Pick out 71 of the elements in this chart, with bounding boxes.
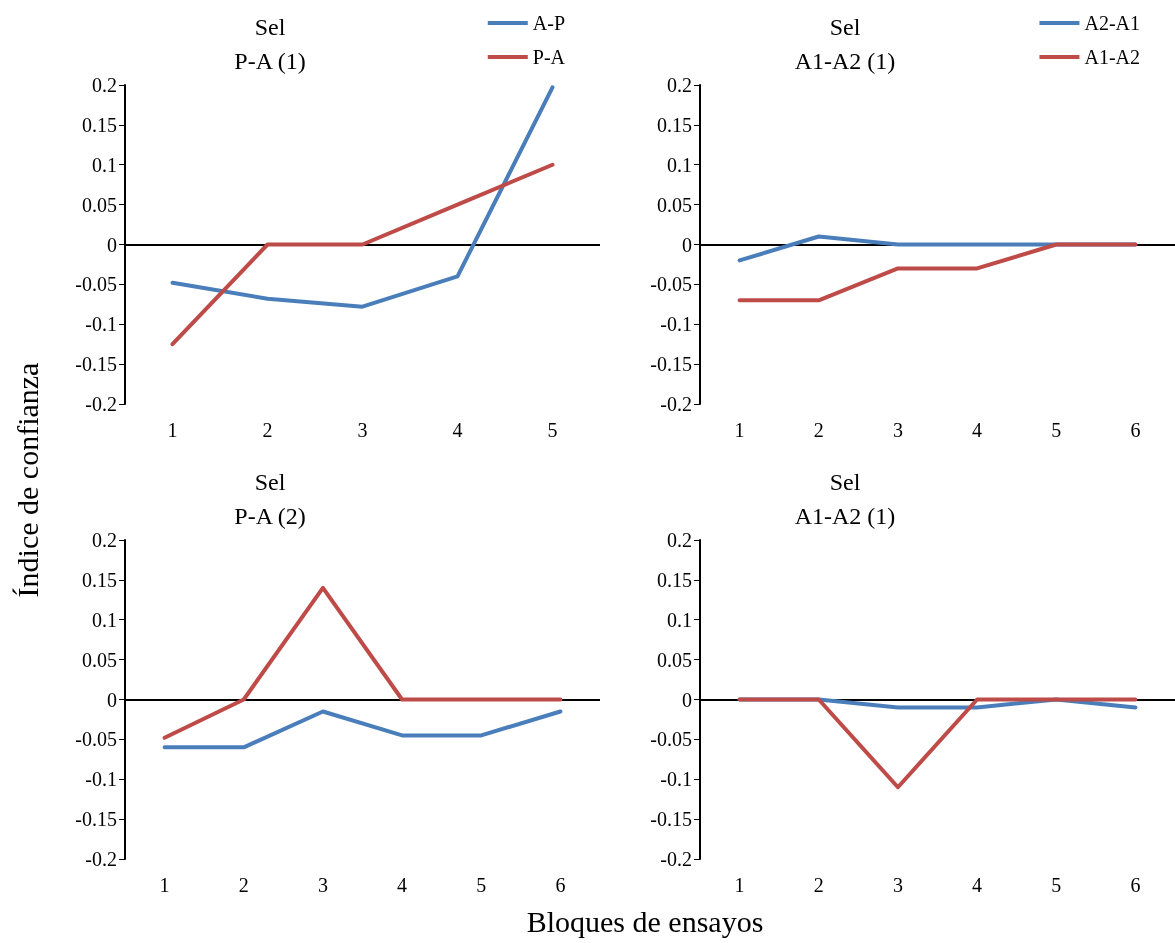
x-tick-label: 5 [547,419,558,441]
y-tick-label: 0.2 [92,529,117,551]
x-tick-label: 6 [1130,874,1141,896]
x-tick-label: 3 [892,874,903,896]
y-tick-label: 0.05 [82,193,117,216]
y-tick-label: -0.15 [75,353,117,376]
y-tick-label: 0.15 [657,568,692,591]
x-tick-label: 4 [452,419,463,441]
chart-title: Sel A1-A2 (1) [794,469,896,529]
y-tick-label: -0.15 [650,808,692,831]
y-tick-label: 0 [107,688,117,711]
x-tick-label: 3 [357,419,368,441]
y-tick-label: -0.2 [660,848,692,870]
x-tick-label: 1 [734,874,745,896]
x-tick-label: 4 [972,874,983,896]
y-tick-label: 0.2 [667,74,692,96]
x-tick-label: 1 [159,874,170,896]
y-tick-label: 0.15 [657,113,692,136]
x-tick-label: 5 [1051,419,1062,441]
y-tick-label: -0.05 [650,728,692,751]
y-tick-label: -0.05 [75,728,117,751]
y-tick-label: 0 [107,233,117,256]
x-tick-label: 3 [892,419,903,441]
x-tick-label: 1 [734,419,745,441]
line-series [170,85,555,309]
y-tick-label: -0.05 [75,273,117,296]
y-tick-label: 0.1 [92,153,117,176]
x-tick-label: 6 [1130,419,1141,441]
y-tick-label: 0 [682,233,692,256]
y-tick-label: 0.1 [667,153,692,176]
y-tick-label: 0.15 [82,568,117,591]
x-tick-label: 3 [317,874,328,896]
legend-label: P-A [532,46,566,68]
chart-title: Sel A1-A2 (1) [794,14,896,74]
y-tick-label: 0.1 [667,608,692,631]
line-series [170,162,555,347]
x-tick-label: 5 [476,874,487,896]
x-tick-label: 1 [167,419,178,441]
legend-label: A2-A1 [1084,12,1140,34]
y-tick-label: 0.05 [657,193,692,216]
y-tick-label: -0.1 [660,768,692,791]
y-tick-label: 0.15 [82,113,117,136]
y-tick-label: 0 [682,688,692,711]
y-tick-label: -0.05 [650,273,692,296]
legend-label: A-P [532,12,566,34]
x-tick-label: 5 [1051,874,1062,896]
x-tick-label: 2 [813,874,824,896]
y-tick-label: 0.1 [92,608,117,631]
x-axis-title: Bloques de ensayos [526,905,764,939]
y-tick-label: -0.1 [85,768,117,791]
y-tick-label: -0.2 [85,393,117,415]
x-tick-label: 4 [397,874,408,896]
x-tick-label: 4 [972,419,983,441]
x-tick-label: 2 [238,874,249,896]
y-tick-label: -0.1 [85,313,117,336]
x-tick-label: 2 [813,419,824,441]
legend-label: A1-A2 [1084,46,1140,68]
x-tick-label: 2 [262,419,273,441]
x-tick-label: 6 [555,874,566,896]
y-tick-label: -0.1 [660,313,692,336]
y-tick-label: -0.2 [85,848,117,870]
y-tick-label: -0.15 [650,353,692,376]
chart-title: Sel P-A (2) [234,469,306,529]
y-tick-label: 0.2 [667,529,692,551]
y-tick-label: -0.15 [75,808,117,831]
chart-title: Sel P-A (1) [234,14,306,74]
y-tick-label: 0.2 [92,74,117,96]
y-axis-title: Índice de confianza [11,362,45,598]
y-tick-label: 0.05 [82,648,117,671]
y-tick-label: 0.05 [657,648,692,671]
y-tick-label: -0.2 [660,393,692,415]
